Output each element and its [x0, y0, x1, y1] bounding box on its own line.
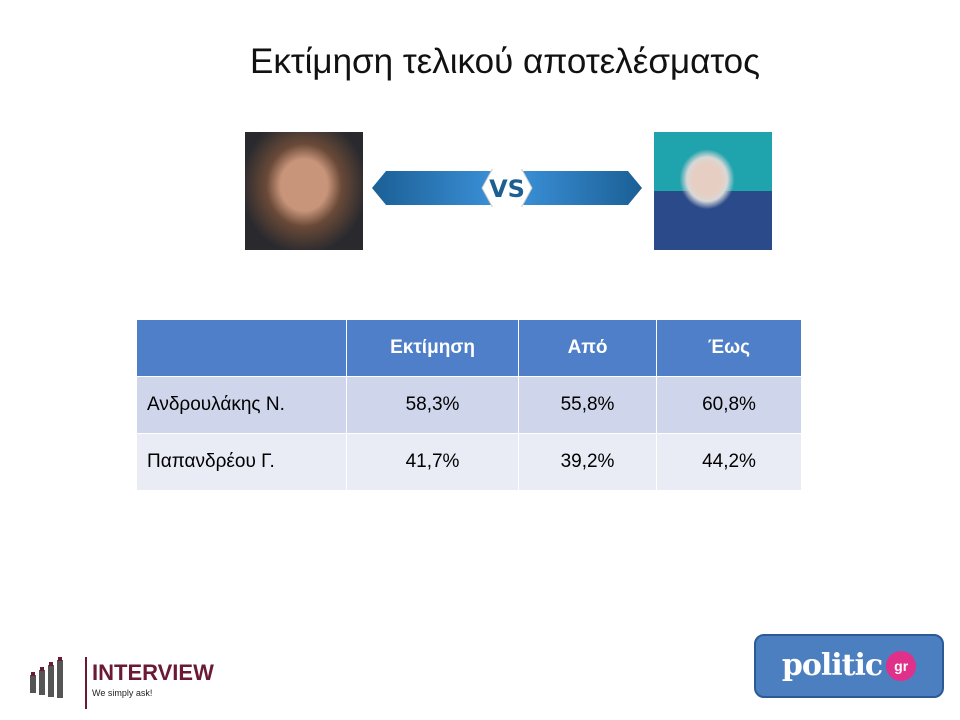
politic-name: politic [781, 648, 883, 683]
candidate-name: Ανδρουλάκης Ν. [136, 376, 347, 434]
politic-suffix: gr [886, 651, 917, 681]
interview-tagline: We simply ask! [92, 688, 153, 698]
table-header-row: Εκτίμηση Από Έως [136, 319, 802, 377]
slide-title: Εκτίμηση τελικού αποτελέσματος [249, 42, 761, 81]
to-cell: 60,8% [656, 376, 802, 434]
to-cell: 44,2% [656, 433, 802, 491]
vs-label: VS [489, 175, 525, 203]
table-row: Ανδρουλάκης Ν. 58,3% 55,8% 60,8% [136, 376, 802, 434]
table-row: Παπανδρέου Γ. 41,7% 39,2% 44,2% [136, 433, 802, 491]
header-to: Έως [656, 319, 802, 377]
results-table: Εκτίμηση Από Έως Ανδρουλάκης Ν. 58,3% 55… [136, 319, 802, 491]
interview-bars-icon [30, 657, 87, 709]
candidate-photo-papandreou [654, 132, 772, 250]
header-from: Από [518, 319, 657, 377]
politic-logo: politic gr [754, 634, 944, 698]
header-estimate: Εκτίμηση [346, 319, 519, 377]
estimate-cell: 58,3% [346, 376, 519, 434]
header-cell [136, 319, 347, 377]
interview-name: INTERVIEW [92, 660, 214, 685]
from-cell: 39,2% [518, 433, 657, 491]
candidate-name: Παπανδρέου Γ. [136, 433, 347, 491]
interview-logo: INTERVIEW We simply ask! [30, 655, 250, 710]
candidate-photo-androulakis [245, 132, 363, 250]
versus-banner: VS [372, 169, 642, 207]
estimate-cell: 41,7% [346, 433, 519, 491]
from-cell: 55,8% [518, 376, 657, 434]
